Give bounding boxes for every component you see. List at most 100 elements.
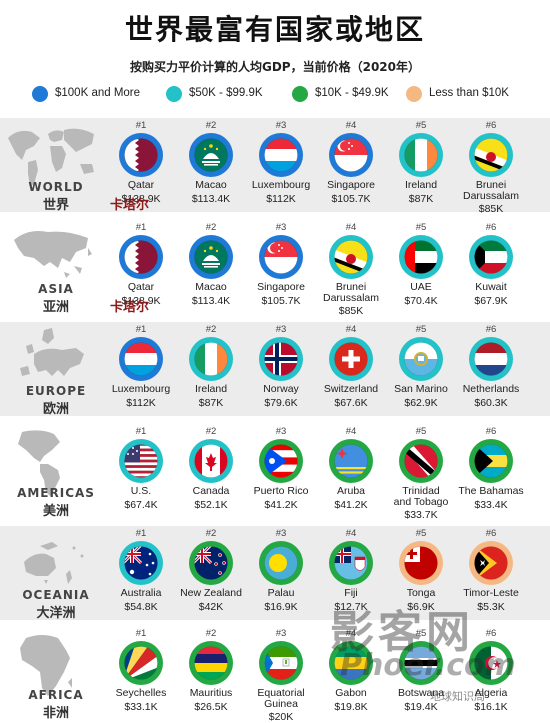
luxembourg-flag-icon: [259, 133, 303, 177]
oceania-map-icon: [24, 542, 84, 584]
country-name: Australia: [120, 587, 162, 599]
switzerland-flag-icon: [329, 337, 373, 381]
country-name: Brunei Darussalam: [462, 179, 520, 202]
region-name-zh: 非洲: [42, 706, 69, 721]
gdp-value: $85K: [338, 305, 364, 317]
rank-label: #1: [135, 426, 147, 437]
country-name: Ireland: [194, 383, 228, 395]
country-name: Kuwait: [475, 281, 507, 293]
gdp-value: $113.4K: [191, 294, 231, 307]
gdp-value: $87K: [408, 192, 434, 205]
newzealand-flag-icon: [189, 541, 233, 585]
country-name: Canada: [192, 485, 230, 497]
country-name: Luxembourg: [251, 179, 311, 191]
legend-swatch: [166, 86, 182, 102]
rank-label: #6: [485, 426, 497, 437]
eqguinea-flag-icon: [259, 641, 303, 685]
aruba-flag-icon: [329, 439, 373, 483]
country-name: Luxembourg: [111, 383, 171, 395]
rank-label: #1: [135, 528, 147, 539]
gdp-value: $79.6K: [264, 396, 298, 409]
qatar-chinese-label: 卡塔尔: [110, 198, 150, 213]
australia-flag-icon: [119, 541, 163, 585]
gdp-value: $60.3K: [474, 396, 508, 409]
country-name: Fiji: [344, 587, 358, 599]
gdp-value: $19.8K: [334, 700, 368, 713]
gdp-value: $6.9K: [407, 600, 435, 613]
country-name: Ireland: [404, 179, 438, 191]
singapore-flag-icon: [259, 235, 303, 279]
qatar-flag-icon: [119, 235, 163, 279]
rank-label: #3: [275, 222, 287, 233]
region-name: ASIA: [38, 282, 74, 296]
region-name-zh: 亚洲: [42, 300, 69, 315]
americas-map-icon: [18, 430, 60, 496]
rank-label: #3: [275, 426, 287, 437]
gdp-value: $26.5K: [194, 700, 228, 713]
botswana-flag-icon: [399, 641, 443, 685]
region-row-world: WORLD 世界 #1 Qatar $138.9K #2 Macao $113.4K #3 Lux…: [0, 118, 550, 215]
country-name: Seychelles: [115, 687, 167, 699]
country-name: Qatar: [127, 179, 155, 191]
gdp-value: $112K: [126, 396, 156, 409]
country-name: Singapore: [327, 179, 375, 191]
region-name-zh: 美洲: [42, 504, 69, 519]
watermark-url: Phoer.com: [340, 648, 516, 683]
country-name: The Bahamas: [458, 485, 524, 497]
ireland-flag-icon: [189, 337, 233, 381]
country-name: Norway: [263, 383, 299, 395]
uae-flag-icon: [399, 235, 443, 279]
gdp-value: $113.4K: [191, 192, 231, 205]
country-name: Gabon: [335, 687, 367, 699]
world-map-icon: [8, 128, 94, 186]
country-name: Puerto Rico: [253, 485, 309, 497]
rank-label: #5: [415, 628, 427, 639]
region-name: AFRICA: [28, 688, 84, 702]
country-name: Aruba: [336, 485, 366, 497]
watermark-source: 地球知识局: [430, 690, 485, 703]
country-name: New Zealand: [180, 587, 242, 599]
country-name: Algeria: [474, 687, 508, 699]
gdp-value: $67.4K: [124, 498, 158, 511]
country-name: San Marino: [394, 383, 448, 395]
netherlands-flag-icon: [469, 337, 513, 381]
gdp-value: $16.9K: [264, 600, 298, 613]
country-name: Switzerland: [323, 383, 379, 395]
rank-label: #4: [345, 628, 357, 639]
country-name: Timor-Leste: [463, 587, 519, 599]
region-row-oceania: OCEANIA 大洋洲 #1 Australia $54.8K #2 New Zealand…: [0, 526, 550, 621]
gdp-value: $52.1K: [194, 498, 228, 511]
rank-label: #5: [415, 120, 427, 131]
gdp-value: $42K: [198, 600, 224, 613]
legend-swatch: [32, 86, 48, 102]
rank-label: #5: [415, 222, 427, 233]
gdp-value: $87K: [198, 396, 224, 409]
region-name: EUROPE: [25, 384, 87, 398]
rank-label: #5: [415, 426, 427, 437]
region-name: OCEANIA: [22, 588, 90, 602]
country-name: Mauritius: [189, 687, 233, 699]
gdp-value: $138.9K: [121, 192, 161, 205]
timor-flag-icon: [469, 541, 513, 585]
region-row-europe: EUROPE 欧洲 #1 Luxembourg $112K #2 Ireland $87K #3…: [0, 322, 550, 417]
rank-label: #1: [135, 222, 147, 233]
gdp-value: $33.1K: [124, 700, 158, 713]
gdp-value: $41.2K: [334, 498, 368, 511]
region-name: WORLD: [28, 180, 84, 194]
legend-swatch: [292, 86, 308, 102]
gdp-value: $41.2K: [264, 498, 298, 511]
rank-label: #2: [205, 324, 217, 335]
chart-title: 世界最富有国家或地区: [124, 13, 425, 46]
country-name: Macao: [195, 281, 227, 293]
country-name: Equatorial Guinea: [257, 687, 305, 710]
rank-label: #3: [275, 324, 287, 335]
ireland-flag-icon: [399, 133, 443, 177]
country-name: Singapore: [257, 281, 305, 293]
rank-label: #2: [205, 120, 217, 131]
singapore-flag-icon: [329, 133, 373, 177]
rank-label: #5: [415, 528, 427, 539]
asia-map-icon: [14, 231, 92, 278]
mauritius-flag-icon: [189, 641, 233, 685]
legend-label: $50K - $99.9K: [189, 87, 263, 99]
country-name: Botswana: [397, 687, 445, 699]
